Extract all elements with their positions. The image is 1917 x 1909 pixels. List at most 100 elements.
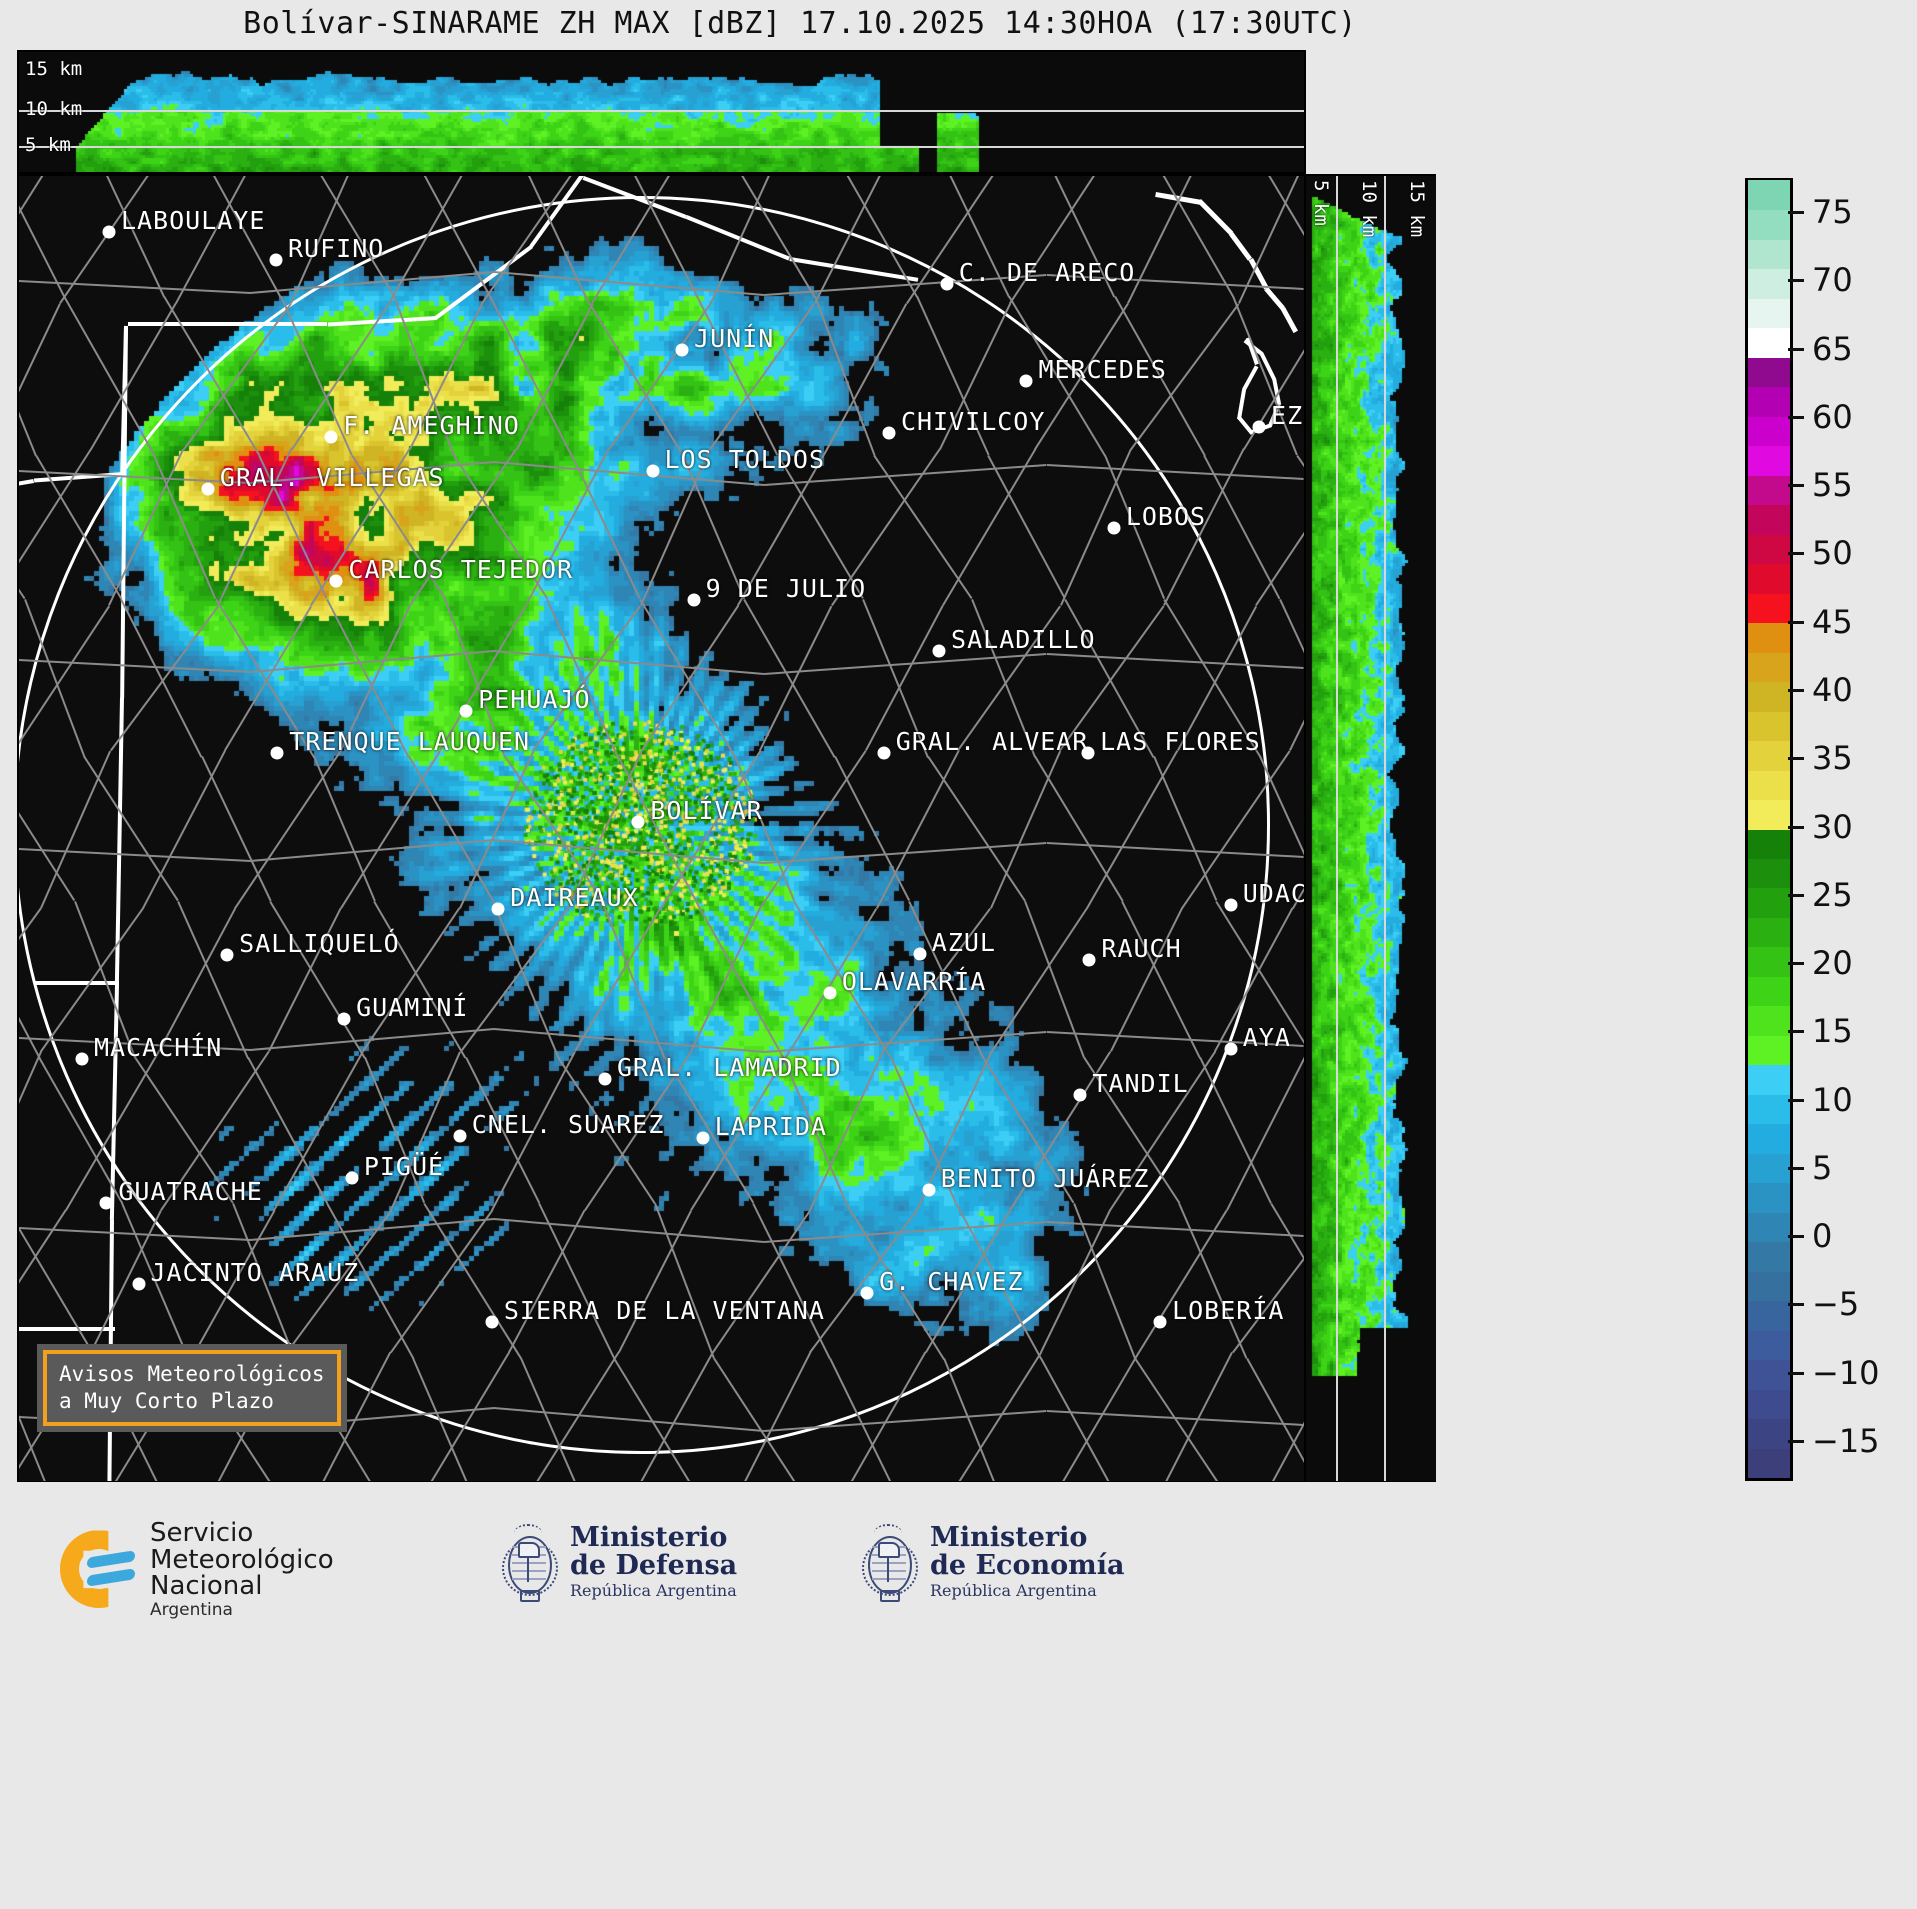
- vertical-cross-section-right: 5 km 10 km 15 km: [1306, 174, 1436, 1483]
- colorbar-swatch: [1748, 1242, 1790, 1272]
- city-label: PEHUAJÓ: [478, 685, 590, 714]
- tick-label: 65: [1812, 330, 1853, 368]
- tick-mark: [1788, 826, 1804, 829]
- tick-label: 25: [1812, 876, 1853, 914]
- colorbar-swatch: [1748, 799, 1790, 829]
- city-dot-icon: [646, 464, 659, 477]
- tick-mark: [1788, 416, 1804, 419]
- city-label: GUATRACHE: [118, 1177, 262, 1206]
- argentina-coat-of-arms-icon: [500, 1522, 556, 1602]
- tick-label: 5: [1812, 1149, 1832, 1187]
- city-label: F. AMEGHINO: [343, 411, 520, 440]
- tick-mark: [1788, 689, 1804, 692]
- city-label: BOLÍVAR: [650, 796, 762, 825]
- city-dot-icon: [1074, 1088, 1087, 1101]
- warning-line-1: Avisos Meteorológicos: [59, 1361, 325, 1388]
- colorbar-swatch: [1748, 534, 1790, 564]
- tick-label: 40: [1812, 671, 1853, 709]
- cross-section-right-canvas: [1306, 176, 1436, 1481]
- colorbar-swatch: [1748, 505, 1790, 535]
- city-dot-icon: [221, 949, 234, 962]
- tick-mark: [1788, 552, 1804, 555]
- economia-line-2: de Economía: [930, 1552, 1124, 1580]
- tick-mark: [1788, 1030, 1804, 1033]
- warning-badge[interactable]: Avisos Meteorológicos a Muy Corto Plazo: [37, 1344, 347, 1432]
- colorbar-swatch: [1748, 328, 1790, 358]
- city-dot-icon: [913, 947, 926, 960]
- city-dot-icon: [922, 1183, 935, 1196]
- height-gridline-5km-v: [1336, 176, 1338, 1481]
- city-label: CARLOS TEJEDOR: [348, 555, 573, 584]
- colorbar-swatch: [1748, 239, 1790, 269]
- colorbar-swatch: [1748, 976, 1790, 1006]
- city-dot-icon: [102, 226, 115, 239]
- colorbar-swatch: [1748, 1124, 1790, 1154]
- city-dot-icon: [325, 431, 338, 444]
- colorbar-swatch: [1748, 1271, 1790, 1301]
- city-dot-icon: [1082, 746, 1095, 759]
- economia-sub: República Argentina: [930, 1583, 1124, 1600]
- warning-line-2: a Muy Corto Plazo: [59, 1388, 325, 1415]
- height-gridline-10km-v: [1384, 176, 1386, 1481]
- cross-section-top-canvas: [19, 52, 1304, 172]
- city-label: LOS TOLDOS: [665, 445, 826, 474]
- height-gridline-10km: [19, 110, 1304, 112]
- tick-mark: [1788, 1235, 1804, 1238]
- tick-label: 35: [1812, 739, 1853, 777]
- city-dot-icon: [882, 427, 895, 440]
- tick-mark: [1788, 1440, 1804, 1443]
- reflectivity-colorbar: [1745, 178, 1793, 1481]
- tick-mark: [1788, 1303, 1804, 1306]
- city-label: OLAVARRÍA: [842, 967, 986, 996]
- city-dot-icon: [696, 1131, 709, 1144]
- radar-map[interactable]: LABOULAYE RUFINO C. DE ARECO JUNÍN MERCEDES F…: [17, 174, 1306, 1483]
- defensa-sub: República Argentina: [570, 1583, 737, 1600]
- colorbar-swatch: [1748, 652, 1790, 682]
- tick-mark: [1788, 894, 1804, 897]
- tick-label: 20: [1812, 944, 1853, 982]
- tick-mark: [1788, 484, 1804, 487]
- city-dot-icon: [823, 986, 836, 999]
- city-label: PIGÜÉ: [364, 1152, 444, 1181]
- city-dot-icon: [492, 903, 505, 916]
- city-label: G. CHAVEZ: [879, 1267, 1023, 1296]
- tick-mark: [1788, 1167, 1804, 1170]
- colorbar-swatch: [1748, 357, 1790, 387]
- city-label: SIERRA DE LA VENTANA: [504, 1296, 825, 1325]
- city-dot-icon: [453, 1130, 466, 1143]
- colorbar-swatch: [1748, 682, 1790, 712]
- logo-ministerio-defensa: Ministerio de Defensa República Argentin…: [500, 1522, 737, 1602]
- height-label-15km-v: 15 km: [1406, 180, 1428, 237]
- city-dot-icon: [201, 483, 214, 496]
- colorbar-swatch: [1748, 269, 1790, 299]
- smn-sub: Argentina: [150, 1602, 334, 1619]
- colorbar-swatch: [1748, 1448, 1790, 1478]
- colorbar-swatch: [1748, 1006, 1790, 1036]
- city-dot-icon: [1083, 954, 1096, 967]
- city-label: AZUL: [932, 928, 996, 957]
- colorbar-swatch: [1748, 917, 1790, 947]
- tick-label: 55: [1812, 466, 1853, 504]
- tick-label: 60: [1812, 398, 1853, 436]
- colorbar-swatch: [1748, 1330, 1790, 1360]
- smn-line-1: Servicio: [150, 1520, 334, 1547]
- tick-label: 50: [1812, 534, 1853, 572]
- footer-logos: Servicio Meteorológico Nacional Argentin…: [0, 1482, 1917, 1909]
- city-dot-icon: [933, 645, 946, 658]
- city-label: GRAL. ALVEAR: [896, 727, 1089, 756]
- city-dot-icon: [1020, 374, 1033, 387]
- colorbar-swatch: [1748, 888, 1790, 918]
- city-dot-icon: [460, 705, 473, 718]
- height-label-15km: 15 km: [25, 58, 82, 80]
- colorbar-swatch: [1748, 623, 1790, 653]
- city-dot-icon: [330, 574, 343, 587]
- city-label: LAPRIDA: [715, 1112, 827, 1141]
- city-dot-icon: [940, 278, 953, 291]
- city-label: TANDIL: [1092, 1069, 1188, 1098]
- city-dot-icon: [877, 746, 890, 759]
- colorbar-swatch: [1748, 475, 1790, 505]
- colorbar-swatch: [1748, 180, 1790, 210]
- page-title: Bolívar-SINARAME ZH MAX [dBZ] 17.10.2025…: [0, 6, 1600, 41]
- city-dot-icon: [598, 1073, 611, 1086]
- city-dot-icon: [1154, 1315, 1167, 1328]
